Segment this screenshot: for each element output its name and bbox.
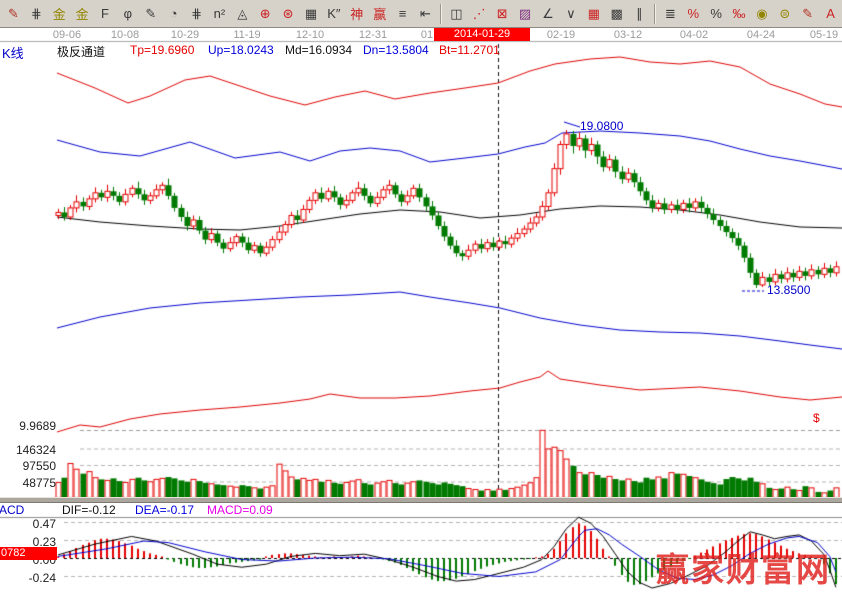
dn-value: Dn=13.5804 xyxy=(363,43,429,57)
macd-pane-title: MACD xyxy=(0,503,25,517)
pen-measure-icon[interactable]: ✎ xyxy=(145,5,157,21)
triangle-flag-icon[interactable]: ◬ xyxy=(237,5,248,21)
pane-splitter[interactable] xyxy=(0,497,842,503)
text-label-icon[interactable]: A xyxy=(826,6,835,21)
brush-tool-icon[interactable]: ✎ xyxy=(7,5,19,21)
date-tick-label: 01 xyxy=(420,29,434,41)
grid-arrow-icon[interactable]: ▩ xyxy=(610,5,623,21)
dollar-marker: $ xyxy=(813,411,820,425)
level-value-label: 9.9689 xyxy=(19,419,56,433)
toolbar-separator xyxy=(653,3,656,24)
peak-price-label: 19.0800 xyxy=(580,119,624,133)
cycle-clock-icon[interactable]: ◔ xyxy=(169,6,178,21)
date-tick-label: 10-29 xyxy=(170,29,200,41)
low-price-label: 13.8500 xyxy=(767,283,811,297)
date-axis: 09-06 10-08 10-29 11-19 12-10 12-31 01 02-19 03-… xyxy=(0,28,842,42)
measure-123-icon[interactable]: ≡ xyxy=(398,6,407,21)
date-tick-label: 03-12 xyxy=(613,29,643,41)
ray-fan-icon[interactable]: ⋰ xyxy=(472,5,486,21)
rays-grid-icon[interactable]: ▨ xyxy=(518,5,532,21)
left-anchor-icon[interactable]: ⇤ xyxy=(420,5,431,21)
gold-circle-icon[interactable]: ◉ xyxy=(756,5,768,21)
date-tick-label: 02-19 xyxy=(546,29,576,41)
date-tick-label: 05-19 xyxy=(809,29,839,41)
gann-ruler-icon[interactable]: ⋕ xyxy=(191,5,203,21)
date-tick-label: 04-02 xyxy=(679,29,709,41)
ruler-tool-icon[interactable]: ⋕ xyxy=(30,5,42,21)
date-tick-label: 09-06 xyxy=(52,29,82,41)
price-levels-icon[interactable]: ≣ xyxy=(664,5,676,21)
up-value: Up=18.0243 xyxy=(208,43,274,57)
macd-axis-label: 0.23 xyxy=(32,535,56,550)
volume-axis-label: 97550 xyxy=(22,459,56,473)
bt-value: Bt=11.2701 xyxy=(439,43,500,57)
kline-pane-label: K线 xyxy=(2,46,24,61)
dea-value: DEA=-0.17 xyxy=(135,503,195,517)
gold-channel-icon[interactable]: 金 xyxy=(52,7,66,22)
k-line-mark-icon[interactable]: K″ xyxy=(327,6,341,21)
date-tick-label: 12-31 xyxy=(358,29,388,41)
permille-icon[interactable]: ‰ xyxy=(732,6,746,21)
date-tick-label: 12-10 xyxy=(295,29,325,41)
box-range-icon[interactable]: ◫ xyxy=(450,5,463,21)
indicator-name: 极反通道 xyxy=(57,45,106,59)
dif-value: DIF=-0.12 xyxy=(62,503,116,517)
macd-axis-label: -0.24 xyxy=(28,571,56,586)
gold-line-icon[interactable]: ⊜ xyxy=(779,5,791,21)
tp-value: Tp=19.6960 xyxy=(130,43,195,57)
macd-value: MACD=0.09 xyxy=(207,503,273,517)
macd-header: MACD DIF=-0.12 DEA=-0.17 MACD=0.09 xyxy=(0,503,842,517)
parallel-lines-icon[interactable]: ∥ xyxy=(636,5,643,21)
macd-current-value-badge: 0782 xyxy=(0,547,57,560)
starburst-icon[interactable]: ⊛ xyxy=(282,5,294,21)
md-value: Md=16.0934 xyxy=(285,43,353,57)
grid-icon[interactable]: ▦ xyxy=(587,5,600,21)
win-tool-icon[interactable]: 赢 xyxy=(373,7,387,22)
indicator-header: 极反通道 Tp=19.6960 Up=18.0243 Md=16.0934 Dn=13.… xyxy=(0,43,842,59)
volume-axis-label: 48775 xyxy=(22,475,56,490)
date-tick-label: 11-19 xyxy=(233,29,261,41)
spider-web-icon[interactable]: ▦ xyxy=(304,5,318,21)
gold-channel-alt-icon[interactable]: 金 xyxy=(75,7,89,22)
annotate-pen-icon[interactable]: ✎ xyxy=(802,5,814,21)
date-tick-label: 10-08 xyxy=(110,29,140,41)
v-lines-icon[interactable]: ∨ xyxy=(566,5,576,21)
toolbar-separator xyxy=(439,3,442,24)
shen-tool-icon[interactable]: 神 xyxy=(350,7,364,22)
square-of-nine-icon[interactable]: n² xyxy=(213,6,226,21)
volume-axis-label: 146324 xyxy=(15,442,56,457)
crosshair-target-icon[interactable]: ⊕ xyxy=(259,5,271,21)
percent-icon[interactable]: % xyxy=(710,6,722,21)
angle-lines-icon[interactable]: ∠ xyxy=(542,5,554,21)
selected-date-badge: 2014-01-29 xyxy=(434,28,530,41)
percent-retrace-icon[interactable]: % xyxy=(687,6,700,21)
watermark-text: 赢家财富网 xyxy=(656,551,831,588)
date-tick-label: 04-24 xyxy=(746,29,776,41)
spiral-tool-icon[interactable]: φ xyxy=(123,6,133,21)
f-measure-icon[interactable]: F xyxy=(101,6,109,21)
rays-box-icon[interactable]: ⊠ xyxy=(496,5,508,21)
macd-axis-label: 0.47 xyxy=(32,516,56,531)
